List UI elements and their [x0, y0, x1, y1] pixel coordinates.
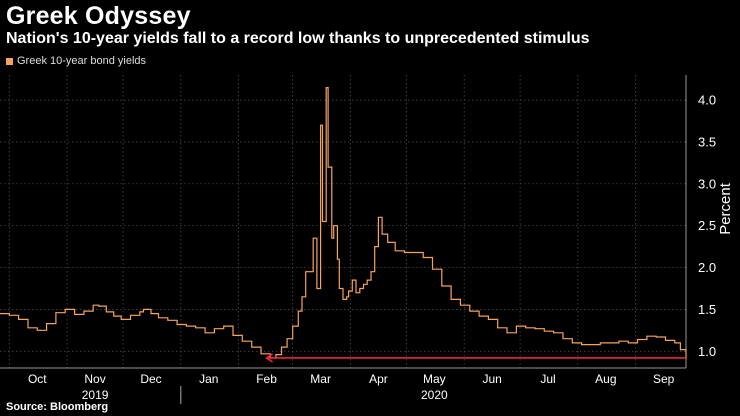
x-tick-label: Jun	[482, 372, 501, 386]
year-label: 2019	[82, 388, 109, 402]
y-tick-label: 1.5	[698, 302, 716, 317]
y-tick-label: 1.0	[698, 344, 716, 359]
legend-label: Greek 10-year bond yields	[17, 55, 147, 67]
y-tick-label: 4.0	[698, 93, 716, 108]
x-tick-label: Apr	[369, 372, 388, 386]
x-tick-label: Feb	[256, 372, 277, 386]
chart-title: Greek Odyssey	[6, 2, 191, 30]
y-tick-label: 3.5	[698, 134, 716, 149]
record-low-arrow-head	[265, 353, 274, 363]
y-tick-label: 2.0	[698, 260, 716, 275]
x-tick-label: Aug	[595, 372, 616, 386]
x-tick-label: Dec	[140, 372, 161, 386]
y-tick-label: 3.0	[698, 176, 716, 191]
y-tick-label: 2.5	[698, 218, 716, 233]
x-tick-label: May	[423, 372, 446, 386]
x-tick-label: Sep	[653, 372, 675, 386]
x-tick-label: Oct	[28, 372, 47, 386]
chart-subtitle: Nation's 10-year yields fall to a record…	[6, 30, 590, 47]
legend-swatch	[6, 57, 13, 65]
y-axis-label: Percent	[717, 182, 734, 235]
x-tick-label: Jan	[199, 372, 218, 386]
x-tick-label: Mar	[310, 372, 331, 386]
year-label: 2020	[421, 388, 448, 402]
source-note: Source: Bloomberg	[6, 401, 109, 413]
yield-series-line	[0, 87, 687, 359]
x-tick-label: Nov	[84, 372, 105, 386]
x-tick-label: Jul	[540, 372, 555, 386]
legend: Greek 10-year bond yields	[6, 55, 146, 67]
